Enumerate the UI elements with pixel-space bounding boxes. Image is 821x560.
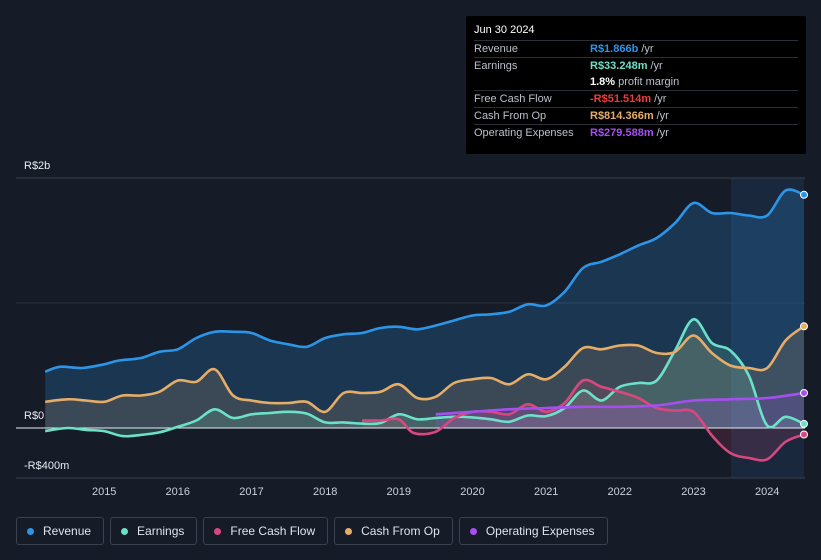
tooltip-unit: /yr [654,93,667,105]
cash-from-op-area [45,326,804,428]
tooltip-value: -R$51.514m [590,93,652,105]
tooltip-row-opex: Operating Expenses R$279.588m /yr [474,124,798,141]
free-cash-flow-dot-icon [214,527,222,535]
revenue-end-point [800,190,808,199]
operating-expenses-end-point [800,389,808,397]
free-cash-flow-end-point [800,430,808,439]
tooltip-row-revenue: Revenue R$1.866b /yr [474,40,798,57]
legend-item-cash-from-op[interactable]: Cash From Op [334,517,453,545]
x-tick-label: 2015 [92,486,116,498]
x-tick-label: 2020 [460,486,484,498]
tooltip-label: Free Cash Flow [474,93,552,105]
free-cash-flow-line [361,378,805,462]
legend-label: Cash From Op [361,524,440,538]
legend-item-operating-expenses[interactable]: Operating Expenses [458,517,608,545]
y-axis-bottom-label: -R$400m [24,460,70,472]
legend-item-revenue[interactable]: Revenue [16,517,105,545]
tooltip-label: Revenue [474,43,519,55]
x-tick-label: 2017 [239,486,263,498]
legend-label: Operating Expenses [485,524,595,538]
revenue-area [45,189,804,428]
earnings-end-point [800,419,808,428]
x-tick-label: 2023 [681,486,705,498]
tooltip-date: Jun 30 2024 [474,24,535,36]
x-tick-label: 2019 [387,486,411,498]
tooltip-unit: /yr [656,127,669,139]
tooltip-value: R$279.588m [590,127,654,139]
tooltip-unit: /yr [641,43,654,55]
tooltip-row-margin: 1.8% profit margin [474,74,798,90]
earnings-line [45,318,805,438]
tooltip-unit: /yr [650,60,663,72]
operating-expenses-dot-icon [469,527,477,535]
cash-from-op-dot-icon [345,527,353,535]
legend-label: Free Cash Flow [230,524,316,538]
tooltip-label: Earnings [474,60,518,72]
tooltip-row-fcf: Free Cash Flow -R$51.514m /yr [474,90,798,107]
x-tick-label: 2022 [608,486,632,498]
legend-item-earnings[interactable]: Earnings [110,517,198,545]
tooltip-value: R$33.248m [590,60,648,72]
y-axis-top-label: R$2b [24,160,51,172]
operating-expenses-area [435,393,804,428]
legend: Revenue Earnings Free Cash Flow Cash Fro… [16,517,608,545]
tooltip-value: R$1.866b [590,43,639,55]
tooltip-row-cfo: Cash From Op R$814.366m /yr [474,107,798,124]
x-tick-label: 2018 [313,486,337,498]
legend-label: Revenue [43,524,92,538]
x-tick-label: 2021 [534,486,558,498]
tooltip-row-earnings: Earnings R$33.248m /yr [474,57,798,74]
operating-expenses-line [435,391,805,416]
x-tick-label: 2024 [755,486,779,498]
tooltip-panel: Jun 30 2024 Revenue R$1.866b /yr Earning… [466,16,806,154]
revenue-line [44,188,805,374]
tooltip-margin-value: 1.8% [590,76,616,88]
earnings-dot-icon [121,527,129,535]
tooltip-unit: /yr [656,110,669,122]
legend-label: Earnings [137,524,185,538]
x-tick-label: 2016 [166,486,190,498]
tooltip-value: R$814.366m [590,110,654,122]
cash-from-op-line [45,325,805,414]
legend-item-free-cash-flow[interactable]: Free Cash Flow [203,517,329,545]
free-cash-flow-area [362,379,804,461]
cash-from-op-end-point [800,322,808,331]
revenue-dot-icon [27,527,34,535]
tooltip-label: Operating Expenses [474,127,574,139]
y-axis-zero-label: R$0 [24,410,45,422]
tooltip-label: Cash From Op [474,110,547,122]
tooltip-margin-text: profit margin [618,76,680,88]
